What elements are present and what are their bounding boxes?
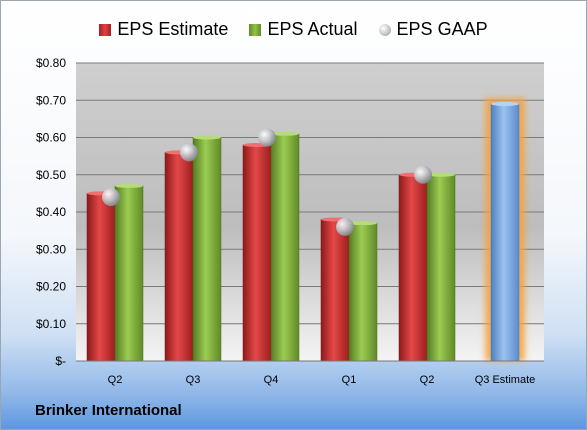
legend-label-actual: EPS Actual xyxy=(267,18,358,39)
y-tick-label: $0.30 xyxy=(36,242,66,256)
eps-gaap-marker xyxy=(102,188,120,207)
legend-label-gaap: EPS GAAP xyxy=(396,18,488,39)
y-tick-label: $0.20 xyxy=(36,280,66,294)
eps-gaap-marker xyxy=(180,143,198,162)
x-tick-label: Q2 xyxy=(420,374,435,386)
company-name: Brinker International xyxy=(35,402,182,419)
y-tick-label: $0.10 xyxy=(36,317,66,331)
eps-actual-bar-top xyxy=(427,172,455,177)
legend-item-estimate: EPS Estimate xyxy=(99,19,228,40)
legend-item-gaap: EPS GAAP xyxy=(378,18,488,40)
eps-actual-bar-top xyxy=(115,183,143,188)
eps-actual-bar-top xyxy=(271,131,299,136)
legend-marker-gaap xyxy=(378,23,391,36)
eps-actual-bar-top xyxy=(193,135,221,140)
eps-gaap-marker xyxy=(258,128,276,147)
y-tick-label: $0.60 xyxy=(36,131,66,145)
eps-estimate-bar xyxy=(164,152,194,362)
y-tick-label: $0.80 xyxy=(36,56,66,70)
eps-estimate-bar xyxy=(398,174,428,362)
eps-estimate-bar xyxy=(86,193,116,362)
legend-label-estimate: EPS Estimate xyxy=(117,18,229,39)
legend: EPS Estimate EPS Actual EPS GAAP xyxy=(1,18,586,40)
y-tick-label: $0.70 xyxy=(36,93,66,107)
legend-swatch-estimate xyxy=(99,23,112,36)
eps-gaap-marker xyxy=(336,217,354,236)
eps-forecast-bar-top xyxy=(491,101,519,106)
x-tick-label: Q3 xyxy=(186,374,201,386)
legend-item-actual: EPS Actual xyxy=(249,18,358,40)
x-tick-label: Q1 xyxy=(342,374,357,386)
eps-forecast-bar xyxy=(490,103,520,362)
eps-gaap-marker xyxy=(414,165,432,184)
legend-swatch-actual xyxy=(249,23,262,36)
eps-actual-bar xyxy=(348,222,378,362)
y-axis-ticks: $- $0.10 $0.20 $0.30 $0.40 $0.50 $0.60 $0.70 $0.… xyxy=(36,56,66,368)
eps-estimate-bar xyxy=(320,219,350,362)
x-tick-label: Q4 xyxy=(264,374,279,386)
eps-actual-bar xyxy=(192,137,222,362)
y-tick-label: $- xyxy=(55,354,66,368)
eps-actual-bar xyxy=(426,174,456,362)
eps-actual-bar xyxy=(270,133,300,362)
y-tick-label: $0.40 xyxy=(36,205,66,219)
y-tick-label: $0.50 xyxy=(36,168,66,182)
x-tick-label: Q3 Estimate xyxy=(475,374,536,386)
eps-actual-bar xyxy=(114,185,144,362)
bars xyxy=(86,97,525,362)
x-tick-label: Q2 xyxy=(108,374,123,386)
x-axis-ticks: Q2 Q3 Q4 Q1 Q2 Q3 Estimate xyxy=(108,374,536,386)
eps-estimate-bar xyxy=(242,144,272,362)
eps-actual-bar-top xyxy=(349,221,377,226)
